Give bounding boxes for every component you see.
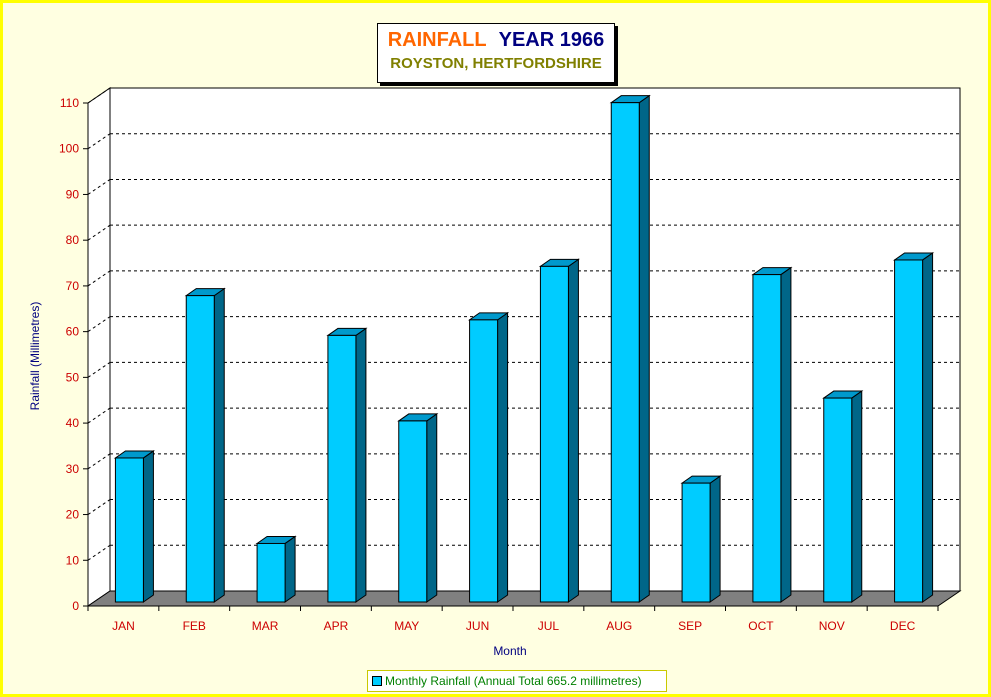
- y-tick-label: 60: [66, 325, 80, 339]
- y-tick-label: 80: [66, 233, 80, 247]
- x-tick-label: JUL: [538, 619, 560, 633]
- chart-plot: 0 10 20 30 40 50 60 70 80 90 100 110 JAN FEB MAR APR MAY…: [28, 87, 962, 658]
- x-tick-label: MAR: [252, 619, 279, 633]
- y-tick-label: 0: [72, 599, 79, 613]
- bar: [752, 274, 782, 603]
- bar: [681, 482, 711, 603]
- gridline-depth: [87, 407, 111, 424]
- gridline-depth: [87, 270, 111, 287]
- bar: [327, 334, 357, 603]
- y-tick-label: 30: [66, 462, 80, 476]
- gridline-depth: [87, 87, 111, 104]
- x-tick-label: NOV: [819, 619, 845, 633]
- x-axis-title: Month: [493, 644, 526, 658]
- bar-side: [355, 327, 367, 603]
- title-box: RAINFALL YEAR 1966 ROYSTON, HERTFORDSHIRE: [377, 23, 615, 83]
- y-tick-label: 10: [66, 553, 80, 567]
- x-tick-label: JUN: [466, 619, 489, 633]
- y-tick-label: 110: [60, 96, 79, 110]
- bar-side: [426, 412, 438, 603]
- x-tick-label: OCT: [748, 619, 774, 633]
- bar: [469, 319, 499, 603]
- chart-title: RAINFALL: [387, 29, 487, 51]
- bar-side: [780, 266, 792, 603]
- y-tick-label: 20: [66, 508, 80, 522]
- legend-label: Monthly Rainfall (Annual Total 665.2 mil…: [385, 674, 642, 688]
- x-tick-label: SEP: [678, 619, 702, 633]
- gridline-depth: [87, 453, 111, 470]
- bar-side: [851, 390, 863, 603]
- bar: [823, 397, 853, 603]
- x-tick-label: MAY: [394, 619, 419, 633]
- x-tick-label: AUG: [606, 619, 632, 633]
- legend-swatch: [372, 676, 382, 686]
- bar: [114, 457, 144, 603]
- gridline-depth: [87, 179, 111, 195]
- x-tick-label: APR: [324, 619, 349, 633]
- bar-side: [709, 475, 721, 603]
- bar-side: [142, 449, 154, 603]
- title-line: RAINFALL YEAR 1966: [378, 29, 614, 52]
- bar: [398, 420, 428, 603]
- y-tick-label: 100: [59, 142, 79, 156]
- bar: [610, 102, 640, 603]
- bar: [539, 265, 569, 603]
- gridline-depth: [87, 316, 111, 333]
- y-axis-title: Rainfall (Millimetres): [28, 302, 42, 411]
- gridline-depth: [87, 544, 111, 561]
- bar: [894, 259, 924, 603]
- chart-frame: RAINFALL YEAR 1966 ROYSTON, HERTFORDSHIRE…: [3, 3, 988, 694]
- bar: [256, 542, 286, 603]
- bar-side: [284, 535, 296, 603]
- gridline-depth: [87, 361, 111, 378]
- side-wall: [87, 87, 111, 607]
- y-tick-label: 40: [66, 416, 80, 430]
- bar: [185, 295, 215, 603]
- bar-side: [638, 94, 650, 603]
- y-tick-label: 50: [66, 370, 80, 384]
- gridline-depth: [87, 499, 111, 515]
- chart-title-year: YEAR 1966: [498, 29, 605, 51]
- bar-side: [213, 287, 225, 603]
- bar-side: [497, 311, 509, 603]
- chart-subtitle: ROYSTON, HERTFORDSHIRE: [390, 55, 602, 72]
- legend: Monthly Rainfall (Annual Total 665.2 mil…: [367, 670, 667, 692]
- bar-side: [567, 258, 579, 603]
- x-tick-label: FEB: [183, 619, 206, 633]
- x-tick-label: DEC: [890, 619, 916, 633]
- gridline-depth: [87, 224, 111, 241]
- y-tick-label: 70: [66, 279, 80, 293]
- gridline-depth: [87, 133, 111, 150]
- x-tick-label: JAN: [112, 619, 135, 633]
- y-tick-label: 90: [66, 187, 80, 201]
- bar-side: [922, 251, 934, 603]
